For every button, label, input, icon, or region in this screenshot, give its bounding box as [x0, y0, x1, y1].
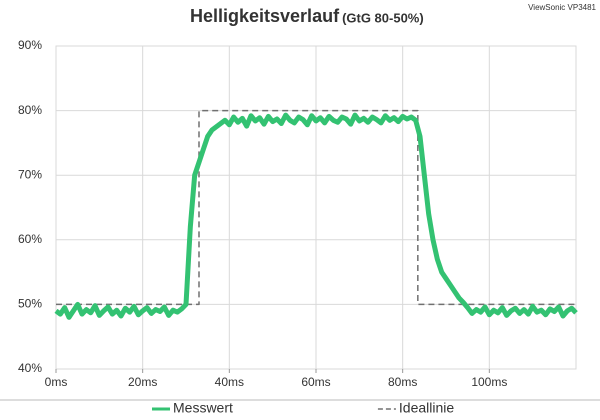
y-tick-label: 40%	[18, 361, 42, 375]
line-series	[56, 109, 576, 306]
legend-label: Ideallinie	[399, 400, 454, 416]
x-tick-label: 80ms	[388, 375, 417, 389]
x-tick-label: 40ms	[215, 375, 244, 389]
line-series	[54, 112, 578, 320]
y-tick-label: 80%	[18, 103, 42, 117]
y-tick-label: 70%	[18, 167, 42, 181]
chart-title: Helligkeitsverlauf	[190, 6, 340, 26]
x-tick-label: 100ms	[471, 375, 507, 389]
x-tick-label: 20ms	[128, 375, 157, 389]
legend-label: Messwert	[173, 400, 233, 416]
x-tick-label: 60ms	[301, 375, 330, 389]
y-tick-label: 60%	[18, 232, 42, 246]
x-tick-label: 0ms	[45, 375, 68, 389]
y-tick-label: 50%	[18, 297, 42, 311]
chart-subtitle: (GtG 80-50%)	[342, 10, 424, 25]
y-tick-label: 90%	[18, 38, 42, 52]
brand: ViewSonic VP3481	[528, 3, 596, 12]
